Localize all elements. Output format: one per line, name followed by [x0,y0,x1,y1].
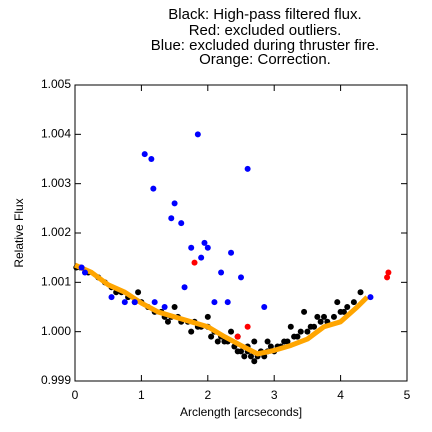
data-point [161,304,168,310]
data-point [218,269,225,276]
data-point [164,318,171,325]
plot-frame [74,84,408,382]
data-point [244,165,251,172]
data-point [241,353,248,360]
data-point [301,308,308,315]
x-tick-label: 0 [72,388,79,402]
data-point [304,328,311,335]
data-point [178,220,185,227]
data-point [201,239,208,246]
data-point [191,259,198,266]
data-point [188,244,195,251]
data-point [238,348,244,355]
data-point [344,304,351,310]
y-axis-label: Relative Flux [12,198,26,267]
data-point [198,254,205,261]
data-point [148,156,155,162]
x-tick-label: 3 [271,388,278,402]
data-point [311,323,318,330]
data-point [284,338,291,345]
data-point [204,244,211,251]
data-point [228,328,235,335]
data-point [367,294,374,301]
y-tick-label: 1.002 [41,225,71,239]
data-point [131,299,138,306]
data-point [321,313,327,320]
data-point [208,333,215,340]
y-tick-label: 1.004 [41,127,71,141]
data-point [330,313,337,320]
data-point [340,308,347,315]
data-point [357,289,364,296]
data-point [234,333,241,340]
data-point [188,328,195,335]
y-tick-label: 1.003 [41,176,71,190]
data-point [317,318,324,325]
data-point [108,294,115,301]
data-point [264,338,271,345]
x-tick-label: 1 [138,388,145,402]
data-point [214,338,221,345]
data-point [171,200,178,207]
data-point [385,269,392,276]
data-point [150,185,157,192]
data-point [294,333,301,340]
y-tick-label: 0.999 [41,373,71,387]
x-tick-label: 2 [204,388,211,402]
y-tick-label: 1.005 [41,77,71,91]
data-point [204,313,211,320]
data-point [224,299,231,306]
x-tick-label: 4 [337,388,344,402]
data-point [314,313,321,320]
data-point [384,274,391,281]
data-point [181,284,188,291]
data-point [135,289,142,296]
y-tick-label: 1.000 [41,324,71,338]
data-point [211,299,218,306]
data-point [297,328,304,335]
data-point [261,304,268,310]
chart-title: Black: High-pass filtered flux. [168,6,361,23]
correction-line [73,262,369,357]
y-tick-label: 1.001 [41,275,71,289]
data-point [228,249,235,256]
data-point [141,151,148,158]
data-point [350,299,357,306]
data-point [287,323,294,330]
data-point [251,338,258,345]
chart-title: Blue: excluded during thruster fire. [151,37,379,54]
data-point [267,343,274,350]
data-point [251,358,258,365]
chart-title: Orange: Correction. [199,51,331,68]
data-point [171,304,178,310]
x-tick-label: 5 [404,388,411,402]
data-point [151,299,158,306]
x-axis-label: Arclength [arcseconds] [180,405,302,419]
data-point [247,353,254,360]
data-point [78,264,85,271]
data-point [81,269,88,276]
data-point [334,299,341,306]
data-point [194,131,201,138]
data-point [168,215,175,222]
data-point [244,323,251,330]
data-point [238,274,244,281]
chart-title: Red: excluded outliers. [189,22,342,39]
data-point [121,299,128,306]
